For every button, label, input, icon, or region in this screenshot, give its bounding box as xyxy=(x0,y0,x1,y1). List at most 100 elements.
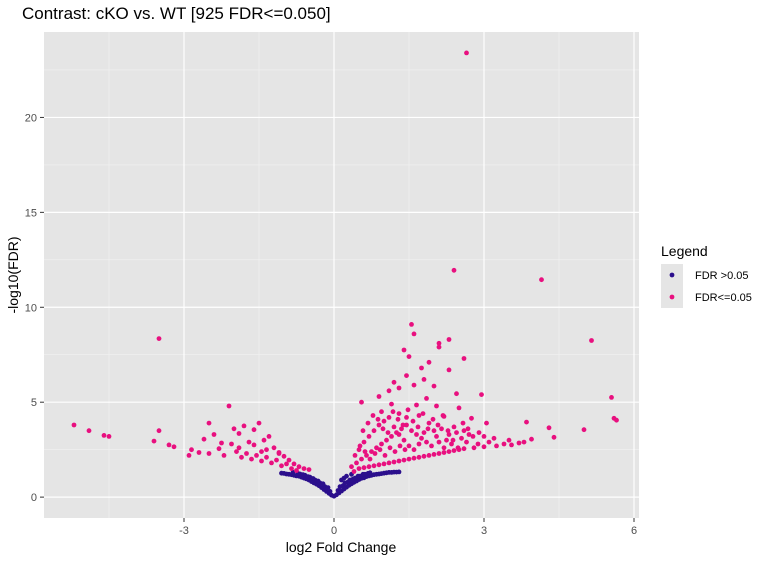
point-fdr-below xyxy=(461,428,467,434)
point-fdr-below xyxy=(581,427,587,433)
point-fdr-below xyxy=(229,441,234,447)
point-fdr-below xyxy=(289,466,294,471)
point-fdr-below xyxy=(395,416,401,422)
point-fdr-below xyxy=(274,457,279,463)
point-fdr-below xyxy=(416,413,422,418)
point-fdr-below xyxy=(614,417,619,423)
point-fdr-below xyxy=(381,418,387,424)
point-fdr-below xyxy=(404,415,409,420)
plot-panel xyxy=(44,32,639,518)
chart-title: Contrast: cKO vs. WT [925 FDR<=0.050] xyxy=(22,4,331,23)
point-fdr-below xyxy=(436,439,442,445)
point-fdr-below xyxy=(436,451,442,456)
point-fdr-below xyxy=(374,445,379,451)
point-fdr-above xyxy=(305,474,311,479)
point-fdr-above xyxy=(327,489,333,494)
point-fdr-below xyxy=(359,456,364,462)
point-fdr-below xyxy=(296,464,302,470)
point-fdr-below xyxy=(396,458,402,464)
point-fdr-below xyxy=(506,437,512,443)
point-fdr-above xyxy=(300,472,306,478)
point-fdr-below xyxy=(546,425,552,431)
point-fdr-above xyxy=(347,477,353,483)
point-fdr-below xyxy=(476,430,482,435)
point-fdr-below xyxy=(396,432,402,437)
point-fdr-below xyxy=(449,441,454,447)
point-fdr-below xyxy=(436,340,442,346)
point-fdr-below xyxy=(426,359,432,365)
point-fdr-below xyxy=(166,442,172,448)
point-fdr-below xyxy=(221,453,227,458)
point-fdr-below xyxy=(216,446,222,452)
point-fdr-below xyxy=(391,459,397,465)
point-fdr-above xyxy=(367,470,373,476)
point-fdr-below xyxy=(360,428,366,434)
point-fdr-below xyxy=(389,434,394,439)
point-fdr-below xyxy=(376,394,382,399)
point-fdr-below xyxy=(609,395,614,400)
y-tick-label: 5 xyxy=(31,397,37,409)
point-fdr-below xyxy=(416,441,422,447)
point-fdr-below xyxy=(281,453,287,459)
point-fdr-below xyxy=(451,267,457,273)
point-fdr-below xyxy=(434,403,439,409)
point-fdr-below xyxy=(375,416,381,422)
point-fdr-below xyxy=(352,453,358,458)
point-fdr-below xyxy=(386,415,392,420)
legend-key-fdr-below xyxy=(669,294,675,300)
point-fdr-below xyxy=(206,420,212,426)
point-fdr-below xyxy=(251,427,257,433)
point-fdr-below xyxy=(426,453,432,458)
point-fdr-below xyxy=(469,415,474,421)
point-fdr-below xyxy=(236,445,242,451)
point-fdr-below xyxy=(411,382,417,388)
point-fdr-below xyxy=(189,447,194,453)
point-fdr-below xyxy=(196,450,202,455)
point-fdr-below xyxy=(445,428,451,434)
point-fdr-below xyxy=(402,447,408,453)
point-fdr-below xyxy=(436,344,442,350)
point-fdr-below xyxy=(382,453,388,458)
point-fdr-below xyxy=(387,445,393,451)
point-fdr-below xyxy=(106,434,112,439)
point-fdr-below xyxy=(465,426,471,432)
point-fdr-below xyxy=(425,426,431,432)
point-fdr-below xyxy=(416,454,422,460)
point-fdr-below xyxy=(86,428,92,434)
point-fdr-below xyxy=(459,435,464,441)
point-fdr-below xyxy=(380,426,386,432)
point-fdr-below xyxy=(446,449,452,454)
point-fdr-below xyxy=(226,403,232,409)
point-fdr-above xyxy=(352,475,358,481)
point-fdr-below xyxy=(201,436,207,442)
point-fdr-below xyxy=(396,385,402,391)
point-fdr-below xyxy=(410,418,416,424)
point-fdr-below xyxy=(306,467,312,472)
point-fdr-below xyxy=(261,437,267,443)
point-fdr-below xyxy=(364,453,369,458)
point-fdr-below xyxy=(241,423,247,429)
point-fdr-below xyxy=(357,443,363,449)
point-fdr-below xyxy=(401,347,407,353)
point-fdr-below xyxy=(440,413,446,418)
point-fdr-below xyxy=(424,439,429,445)
point-fdr-below xyxy=(366,434,372,439)
point-fdr-below xyxy=(404,373,409,378)
point-fdr-below xyxy=(271,445,277,451)
point-fdr-above xyxy=(320,481,326,487)
point-fdr-below xyxy=(206,451,212,456)
point-fdr-below xyxy=(521,439,527,445)
point-fdr-below xyxy=(396,411,402,416)
point-fdr-below xyxy=(441,450,447,455)
legend: Legend FDR >0.05 FDR<=0.05 xyxy=(661,243,752,308)
point-fdr-below xyxy=(244,451,249,456)
point-fdr-below xyxy=(249,456,254,462)
point-fdr-below xyxy=(411,331,417,337)
point-fdr-below xyxy=(370,413,376,418)
point-fdr-below xyxy=(509,442,514,448)
point-fdr-below xyxy=(377,447,383,453)
data-points xyxy=(71,50,619,499)
point-fdr-below xyxy=(420,411,426,416)
point-fdr-below xyxy=(286,457,292,463)
